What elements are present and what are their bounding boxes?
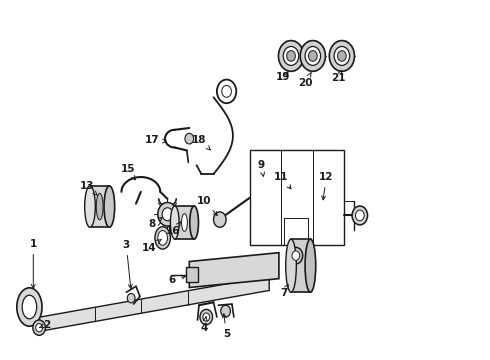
Ellipse shape <box>104 186 115 227</box>
Text: 19: 19 <box>275 72 290 82</box>
Ellipse shape <box>158 230 168 245</box>
Text: 4: 4 <box>200 317 207 333</box>
Bar <box>175 206 194 239</box>
Text: 12: 12 <box>319 172 334 200</box>
Ellipse shape <box>85 186 96 227</box>
Circle shape <box>33 320 46 336</box>
Text: 15: 15 <box>121 165 135 180</box>
Circle shape <box>352 206 368 225</box>
Circle shape <box>309 51 317 61</box>
Circle shape <box>203 313 210 321</box>
Circle shape <box>158 202 177 226</box>
Text: 11: 11 <box>274 172 291 189</box>
Circle shape <box>222 85 231 97</box>
Circle shape <box>283 46 299 66</box>
Text: 16: 16 <box>166 221 181 237</box>
Ellipse shape <box>190 206 198 239</box>
Ellipse shape <box>155 227 171 249</box>
Text: 20: 20 <box>298 72 313 87</box>
Circle shape <box>329 41 354 71</box>
Circle shape <box>185 133 194 144</box>
Text: 6: 6 <box>169 275 186 285</box>
Polygon shape <box>37 276 269 332</box>
Circle shape <box>355 210 364 221</box>
Text: 21: 21 <box>331 70 345 84</box>
Ellipse shape <box>96 193 103 220</box>
Ellipse shape <box>22 295 37 319</box>
Polygon shape <box>189 253 279 288</box>
Text: 17: 17 <box>145 135 167 145</box>
Bar <box>250 150 344 245</box>
Circle shape <box>305 46 320 66</box>
Circle shape <box>200 309 213 325</box>
Circle shape <box>287 51 295 61</box>
Ellipse shape <box>305 239 316 292</box>
Bar <box>186 267 198 282</box>
Circle shape <box>338 51 346 61</box>
Circle shape <box>221 305 230 317</box>
Ellipse shape <box>171 206 179 239</box>
Text: 13: 13 <box>80 181 98 195</box>
Circle shape <box>289 247 303 264</box>
Text: 1: 1 <box>30 239 37 288</box>
Bar <box>291 239 310 292</box>
Circle shape <box>334 46 350 66</box>
Circle shape <box>278 41 304 71</box>
Circle shape <box>214 212 226 227</box>
Text: 9: 9 <box>257 160 265 176</box>
Ellipse shape <box>17 288 42 326</box>
Text: 7: 7 <box>280 284 288 298</box>
Circle shape <box>162 208 173 221</box>
Ellipse shape <box>181 214 187 231</box>
Circle shape <box>292 251 300 260</box>
Ellipse shape <box>286 239 296 292</box>
Circle shape <box>127 293 135 303</box>
Text: 10: 10 <box>197 196 217 216</box>
Text: 3: 3 <box>122 240 132 288</box>
Circle shape <box>217 80 236 103</box>
Text: 14: 14 <box>142 239 162 253</box>
Text: 2: 2 <box>40 320 50 330</box>
Text: 5: 5 <box>222 314 230 339</box>
Text: 8: 8 <box>148 217 162 229</box>
Bar <box>90 186 109 227</box>
Circle shape <box>300 41 325 71</box>
Text: 18: 18 <box>192 135 210 150</box>
Circle shape <box>36 324 43 332</box>
